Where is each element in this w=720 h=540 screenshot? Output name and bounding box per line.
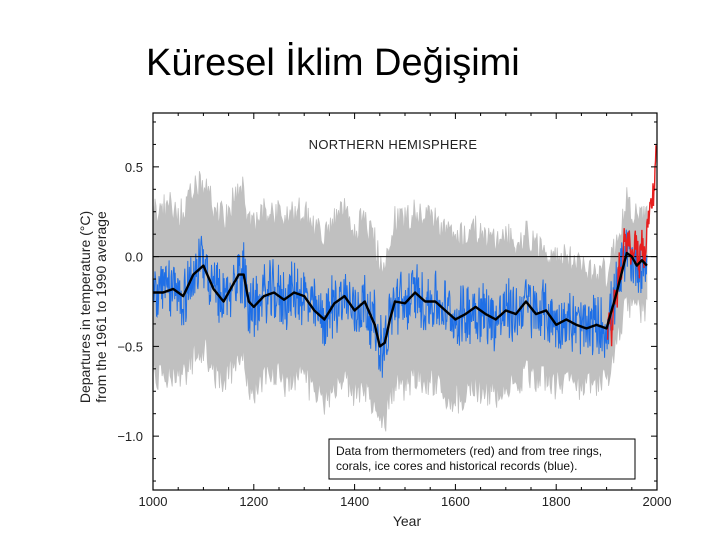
annotation-line-1: Data from thermometers (red) and from tr… <box>336 444 602 458</box>
y-tick-label: 0.5 <box>125 160 143 175</box>
x-tick-labels: 1000 1200 1400 1600 1800 2000 <box>139 494 672 509</box>
x-tick-label: 1600 <box>441 494 470 509</box>
annotation-line-2: corals, ice cores and historical records… <box>336 459 577 473</box>
y-tick-label: −0.5 <box>117 339 143 354</box>
smoothed-series <box>152 251 648 348</box>
y-axis-title-line-1: Departures in temperature (°C) <box>77 211 93 403</box>
x-tick-label: 2000 <box>643 494 672 509</box>
annotation-box <box>328 438 636 480</box>
smoothed-line <box>152 251 648 348</box>
y-tick-label: −1.0 <box>117 429 143 444</box>
x-tick-label: 1200 <box>239 494 268 509</box>
y-tick-label: 0.0 <box>125 250 143 265</box>
y-axis-title-line-2: from the 1961 to 1990 average <box>93 211 109 403</box>
legend-annotation: Data from thermometers (red) and from tr… <box>328 438 636 480</box>
instrumental-line <box>606 145 657 347</box>
instrumental-series <box>606 145 657 347</box>
x-axis-title: Year <box>393 513 422 529</box>
y-tick-labels: 0.5 0.0 −0.5 −1.0 <box>117 160 143 444</box>
slide-title: Küresel İklim Değişimi <box>146 42 520 84</box>
x-tick-label: 1800 <box>542 494 571 509</box>
chart-title: NORTHERN HEMISPHERE <box>309 137 478 152</box>
axis-ticks <box>152 113 658 490</box>
x-tick-label: 1000 <box>139 494 168 509</box>
x-tick-label: 1400 <box>340 494 369 509</box>
